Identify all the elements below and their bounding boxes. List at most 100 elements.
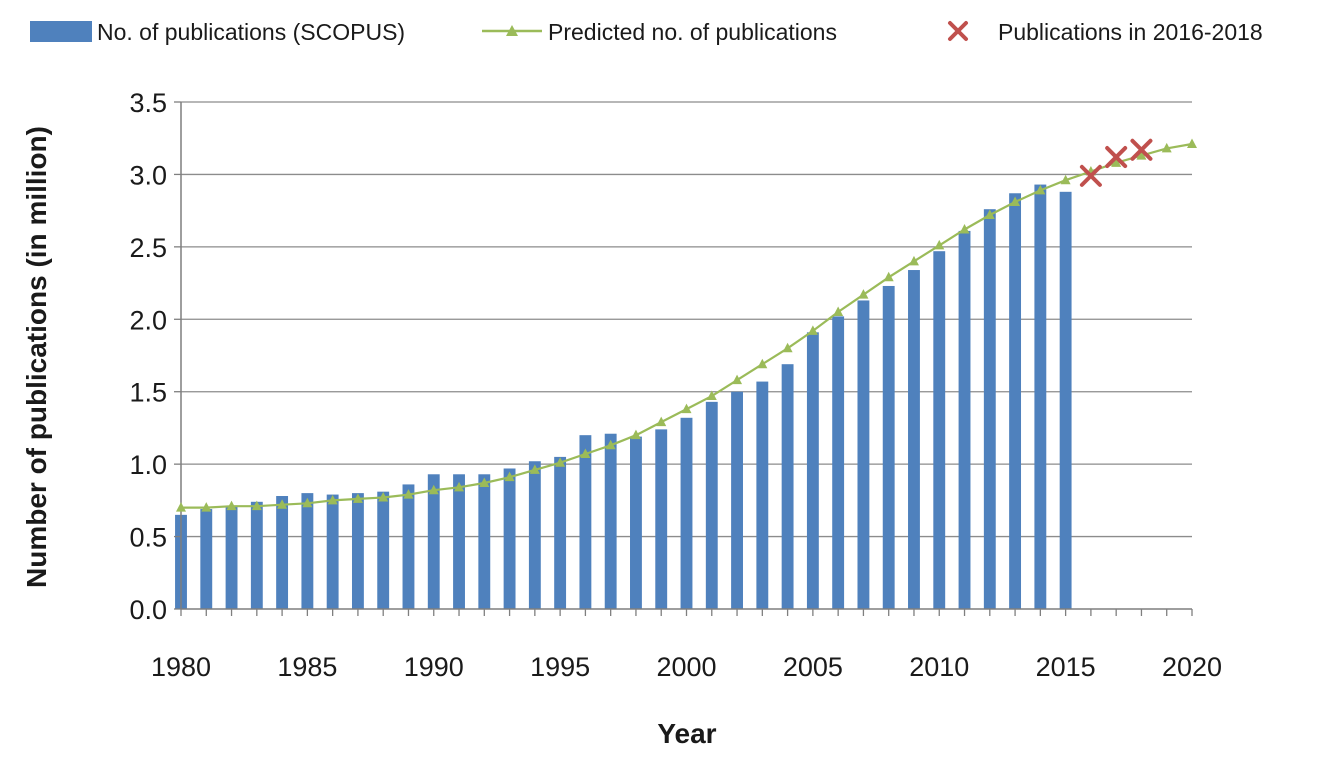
bar <box>200 509 213 609</box>
predicted-point <box>251 500 262 511</box>
predicted-point <box>201 502 212 512</box>
bar <box>655 429 668 609</box>
predicted-point <box>302 497 313 508</box>
predicted-point <box>504 471 515 482</box>
bar <box>806 332 819 609</box>
predicted-point <box>605 439 616 450</box>
actual-point <box>1130 138 1153 161</box>
y-tick-label: 2.0 <box>129 305 167 335</box>
bar <box>756 381 769 609</box>
predicted-point <box>883 271 894 282</box>
predicted-point <box>403 489 414 499</box>
actual-point <box>1105 146 1128 169</box>
x-tick-label: 2020 <box>1162 652 1222 682</box>
predicted-point <box>984 209 995 219</box>
predicted-point <box>1136 150 1147 160</box>
predicted-point <box>782 342 793 353</box>
legend-label-predicted: Predicted no. of publications <box>548 19 837 45</box>
predicted-point <box>833 306 844 317</box>
predicted-point <box>1161 142 1172 153</box>
x-axis-ticks: 1980 1985 1990 1995 2000 2005 2010 2015 2020 <box>151 652 1222 682</box>
predicted-line-series <box>176 138 1197 512</box>
predicted-point <box>1187 138 1197 149</box>
actual-point-stroke <box>1130 138 1153 161</box>
bar <box>983 209 996 610</box>
predicted-point <box>327 494 338 505</box>
bar <box>301 493 314 609</box>
axes <box>174 101 1193 616</box>
bar <box>326 494 339 609</box>
bar <box>1009 193 1022 609</box>
y-tick-label: 3.5 <box>129 88 167 118</box>
bar <box>680 417 693 609</box>
predicted-point <box>580 448 591 459</box>
bar <box>554 456 567 609</box>
bar <box>579 435 592 609</box>
bar <box>402 484 415 609</box>
bar <box>705 401 718 609</box>
predicted-point <box>1010 196 1021 206</box>
predicted-point <box>757 358 768 369</box>
bar <box>908 270 920 609</box>
predicted-point <box>226 500 237 511</box>
y-tick-label: 3.0 <box>129 160 167 190</box>
bar <box>832 316 845 609</box>
predicted-point <box>1111 157 1122 167</box>
x-tick-label: 1985 <box>277 652 337 682</box>
predicted-point <box>277 499 288 509</box>
bar <box>1034 184 1047 609</box>
predicted-point <box>934 239 945 250</box>
x-tick-label: 1990 <box>404 652 464 682</box>
x-tick-label: 1980 <box>151 652 211 682</box>
bar <box>351 493 364 609</box>
y-tick-label: 1.0 <box>129 450 167 480</box>
predicted-point <box>858 289 869 299</box>
legend-label-scopus: No. of publications (SCOPUS) <box>97 19 405 45</box>
predicted-point <box>706 390 717 401</box>
bar <box>781 364 794 609</box>
predicted-point <box>454 481 465 492</box>
predicted-point <box>428 484 439 495</box>
predicted-point <box>479 477 490 487</box>
legend-item-scopus: No. of publications (SCOPUS) <box>30 19 405 45</box>
predicted-point <box>529 464 540 474</box>
actual-point-stroke <box>1105 146 1128 169</box>
y-axis-ticks: 0.0 0.5 1.0 1.5 2.0 2.5 3.0 3.5 <box>129 88 167 625</box>
y-tick-label: 0.0 <box>129 595 167 625</box>
bar <box>857 300 870 609</box>
y-axis-title: Number of publications (in million) <box>21 126 52 588</box>
predicted-point <box>656 416 667 427</box>
legend-swatch-triangle <box>506 25 518 36</box>
actual-point-stroke <box>1079 164 1102 187</box>
legend-item-predicted: Predicted no. of publications <box>482 19 837 45</box>
bar <box>604 433 617 609</box>
predicted-point <box>732 374 743 385</box>
bar <box>882 285 895 609</box>
x-tick-label: 2010 <box>909 652 969 682</box>
predicted-point <box>555 457 566 467</box>
bar <box>250 501 263 609</box>
bar <box>1059 191 1072 609</box>
bar <box>933 251 946 609</box>
y-tick-label: 1.5 <box>129 378 167 408</box>
x-tick-label: 1995 <box>530 652 590 682</box>
legend-swatch-bar <box>30 21 92 42</box>
predicted-point <box>959 223 970 234</box>
bar <box>503 468 516 609</box>
bar <box>225 506 238 609</box>
bar <box>630 436 642 609</box>
legend-label-actual: Publications in 2016-2018 <box>998 19 1263 45</box>
predicted-point <box>908 255 919 266</box>
predicted-point <box>681 403 692 414</box>
predicted-point <box>1060 174 1071 185</box>
x-tick-label: 2015 <box>1036 652 1096 682</box>
bar <box>276 496 289 609</box>
predicted-point <box>1035 184 1046 195</box>
bar <box>958 230 971 609</box>
bar <box>731 391 743 609</box>
actual-points-series <box>1079 138 1153 187</box>
x-tick-label: 2005 <box>783 652 843 682</box>
legend-swatch-cross <box>948 21 968 41</box>
y-tick-label: 0.5 <box>129 523 167 553</box>
